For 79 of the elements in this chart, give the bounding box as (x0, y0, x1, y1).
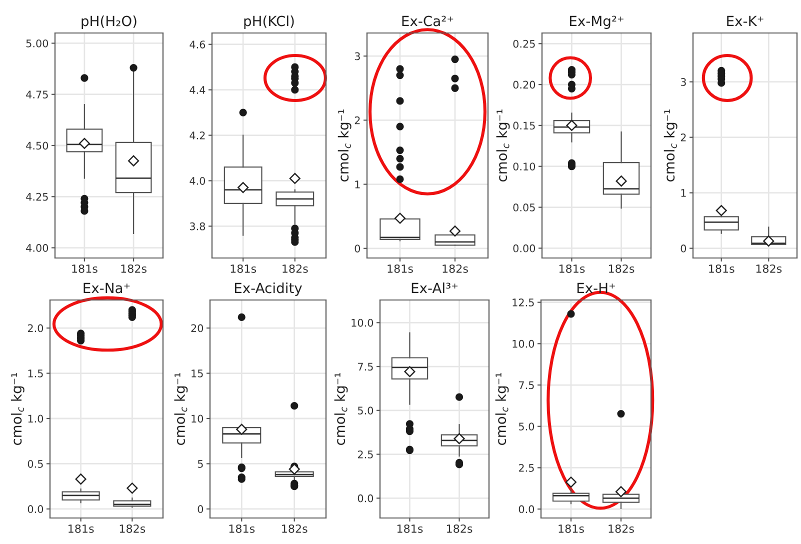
y-axis-title: cmol$_{c}$ kg⁻¹ (664, 110, 678, 182)
x-tick-label: 182s (756, 264, 782, 273)
y-tick-label: 0.10 (513, 162, 536, 170)
y-tick-label: 2 (680, 134, 686, 142)
chart-title: Ex-Mg²⁺ (570, 16, 624, 29)
y-tick-label: 12.5 (512, 298, 534, 306)
y-tick-label: 1.0 (28, 414, 44, 423)
y-tick-label: 0 (680, 244, 686, 252)
x-tick-label: 181s (229, 524, 255, 533)
y-tick-label: 3 (354, 52, 360, 60)
y-tick-label: 2.5 (358, 450, 373, 458)
y-tick-label: 5 (198, 460, 203, 468)
y-tick-label: 4.00 (26, 244, 48, 252)
chart-title: pH(KCl) (244, 16, 294, 29)
x-tick-label: 182s (121, 264, 146, 273)
y-tick-label: 0.15 (513, 122, 535, 130)
x-tick-label: 182s (282, 524, 308, 533)
x-tick-label: 181s (709, 264, 734, 273)
x-tick-label: 182s (608, 264, 634, 273)
y-tick-label: 3.8 (190, 222, 206, 230)
chart-title: pH(H₂O) (82, 16, 136, 29)
y-tick-label: 3 (680, 78, 686, 86)
y-tick-label: 0.20 (513, 80, 536, 89)
y-tick-label: 0.0 (28, 505, 44, 514)
y-tick-label: 0.00 (513, 244, 536, 252)
y-tick-label: 0.05 (513, 204, 535, 212)
x-tick-label: 181s (68, 524, 94, 533)
chart-title: Ex-Acidity (234, 282, 302, 296)
y-tick-label: 1.5 (28, 370, 43, 378)
y-tick-label: 2 (354, 116, 360, 124)
y-tick-label: 0.0 (358, 494, 374, 502)
chart-title: Ex-Al³⁺ (412, 282, 458, 294)
y-tick-label: 2.0 (28, 324, 44, 332)
y-axis-title: cmol$_{c}$ kg⁻¹ (496, 110, 510, 182)
x-tick-label: 181s (559, 264, 585, 273)
y-tick-label: 5.0 (358, 406, 374, 415)
y-tick-label: 4.50 (26, 142, 48, 150)
y-tick-label: 0.0 (518, 505, 534, 514)
x-tick-label: 181s (388, 264, 413, 273)
y-tick-label: 1 (681, 189, 686, 197)
y-tick-label: 4.0 (190, 176, 206, 185)
y-tick-label: 10.0 (352, 318, 374, 327)
y-tick-label: 1 (355, 180, 360, 188)
y-tick-label: 5.0 (518, 422, 534, 430)
y-tick-label: 0.5 (28, 460, 43, 468)
chart-title: Ex-H⁺ (577, 282, 615, 294)
y-tick-label: 2.5 (518, 464, 534, 472)
y-axis-title: cmol$_{c}$ kg⁻¹ (10, 373, 24, 446)
y-tick-label: 0.25 (513, 40, 535, 48)
y-tick-label: 0 (198, 505, 204, 514)
x-tick-label: 182s (282, 264, 308, 273)
chart-title: Ex-Ca²⁺ (402, 16, 454, 26)
y-axis-title: cmol$_{c}$ kg⁻¹ (334, 373, 348, 446)
y-tick-label: 4.6 (190, 40, 206, 48)
chart-title: Ex-Na⁺ (84, 282, 130, 294)
y-axis-title: cmol$_{c}$ kg⁻¹ (338, 110, 352, 182)
x-tick-label: 182s (446, 524, 472, 533)
x-tick-label: 181s (397, 524, 423, 533)
x-tick-label: 181s (72, 264, 98, 273)
y-tick-label: 0 (354, 244, 360, 252)
y-axis-title: cmol$_{c}$ kg⁻¹ (495, 373, 509, 446)
y-tick-label: 10.0 (512, 340, 534, 348)
y-tick-label: 10 (192, 414, 204, 423)
chart-title: Ex-K⁺ (727, 16, 764, 26)
y-tick-label: 7.5 (358, 362, 373, 371)
y-tick-label: 15 (192, 370, 203, 378)
y-axis-title: cmol$_{c}$ kg⁻¹ (174, 373, 188, 446)
y-tick-label: 4.4 (190, 86, 206, 94)
y-tick-label: 5.00 (26, 39, 48, 48)
x-tick-label: 181s (558, 524, 584, 533)
x-tick-label: 181s (230, 264, 256, 273)
y-tick-label: 7.5 (519, 381, 534, 390)
y-tick-label: 4.75 (26, 90, 48, 98)
x-tick-label: 182s (120, 524, 146, 533)
y-tick-label: 4.2 (190, 132, 205, 140)
y-tick-label: 20 (191, 324, 204, 332)
y-tick-label: 4.25 (26, 192, 48, 201)
x-tick-label: 182s (442, 264, 468, 273)
x-tick-label: 182s (608, 524, 634, 533)
